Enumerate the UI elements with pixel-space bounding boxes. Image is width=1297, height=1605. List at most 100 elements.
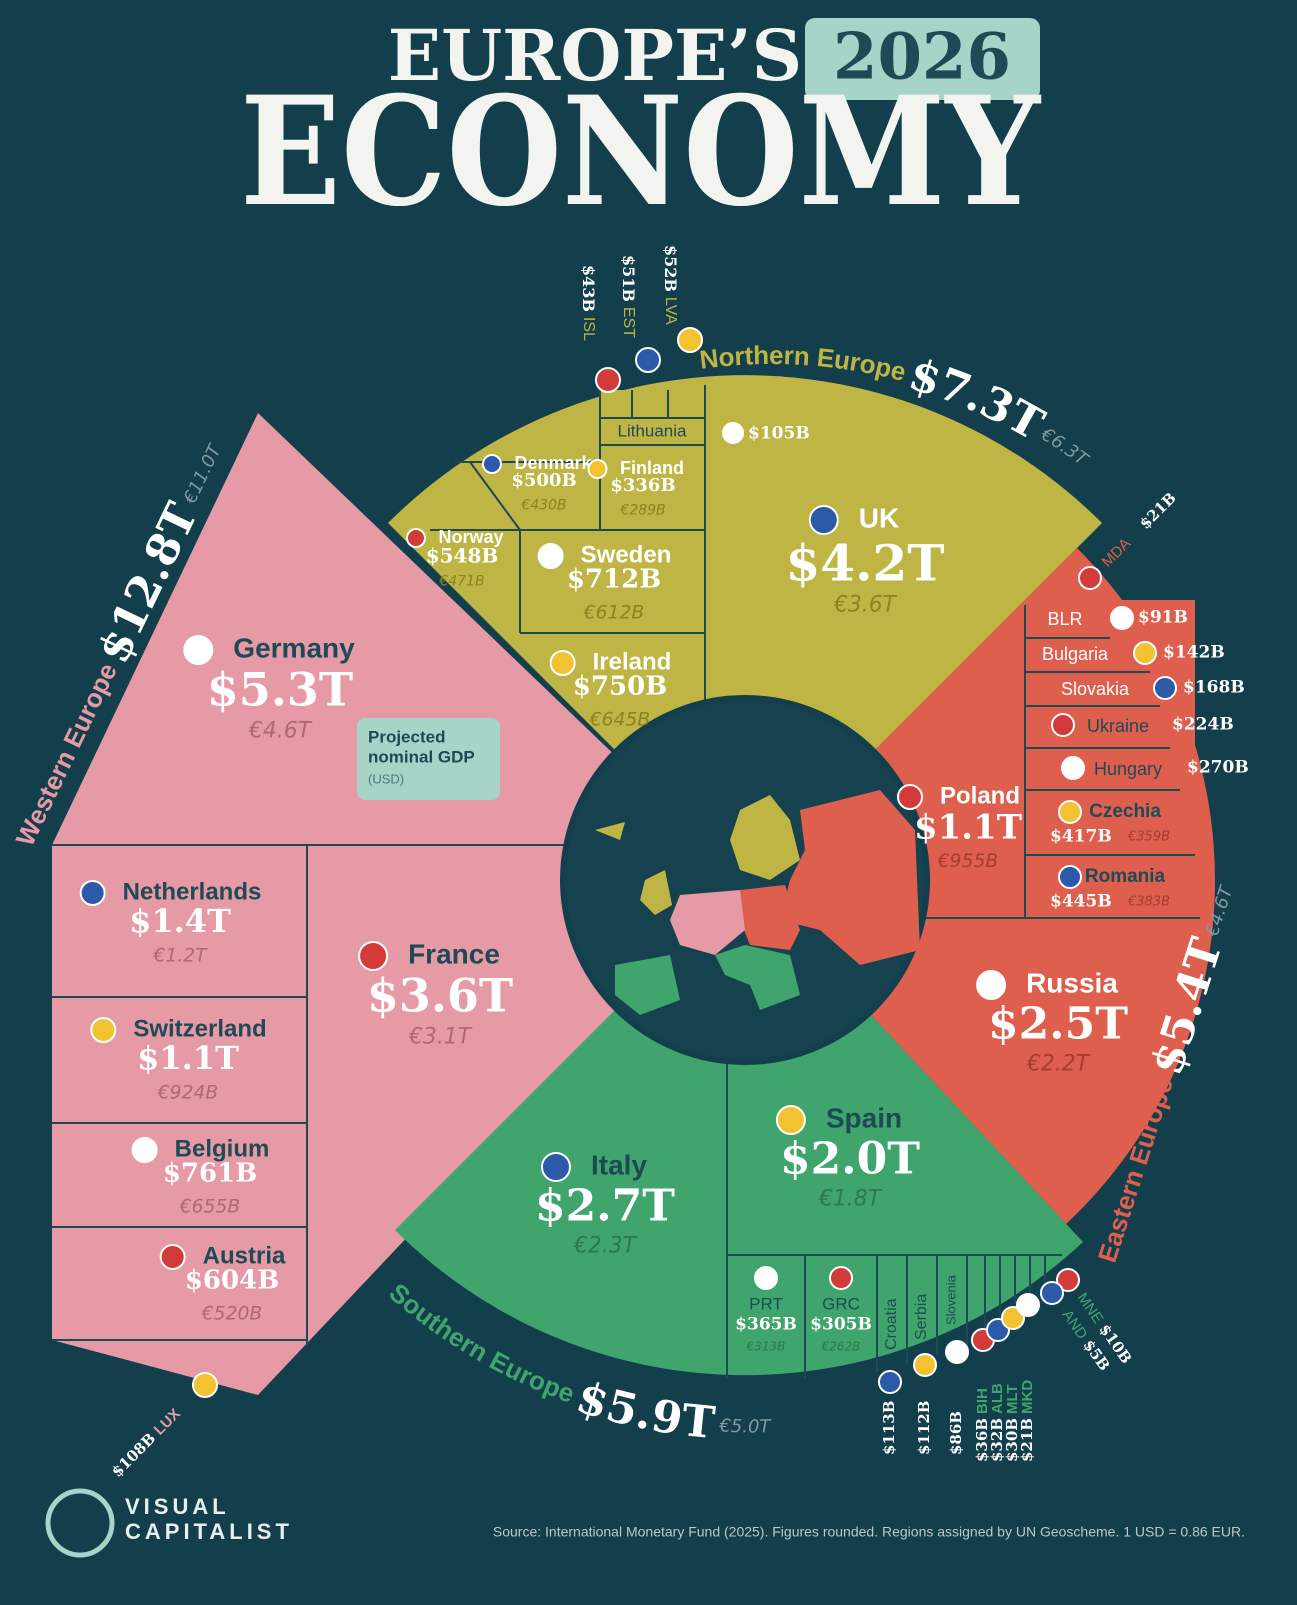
small-usd: $30B: [1003, 1418, 1021, 1462]
flag: [913, 1353, 937, 1377]
country-eur: €471B: [438, 573, 484, 589]
country-name: Ukraine: [1087, 716, 1149, 736]
country-name: Denmark: [514, 453, 592, 473]
country-name: Austria: [203, 1242, 286, 1269]
country-name: Croatia: [883, 1298, 900, 1350]
brand-logo: [45, 1488, 115, 1558]
country-name: Finland: [620, 458, 684, 478]
country-usd: $3.6T: [367, 969, 513, 1023]
country-usd: $305B: [810, 1315, 872, 1335]
country-usd: $224B: [1172, 715, 1234, 735]
flag: [183, 635, 214, 665]
small-usd: $21B: [1018, 1418, 1036, 1462]
cell-borders: [52, 385, 1200, 1378]
flag: [192, 1372, 218, 1398]
flag: [722, 422, 744, 444]
country-name: Romania: [1085, 866, 1166, 887]
country-name: PRT: [749, 1294, 783, 1313]
southern-region: [395, 880, 1083, 1376]
country-eur: €655B: [179, 1197, 240, 1218]
flag: [358, 941, 389, 971]
flag: [677, 327, 703, 353]
small-label: $51B EST: [620, 255, 639, 338]
country-name: Italy: [591, 1149, 647, 1180]
flag: [1040, 1281, 1064, 1305]
country-usd: $750B: [573, 672, 667, 702]
country-name: Hungary: [1094, 759, 1162, 779]
flag: [896, 784, 923, 810]
title-line2: ECONOMY: [240, 64, 1042, 240]
country-eur: €359B: [1127, 830, 1170, 845]
country-usd: $1.1T: [137, 1039, 239, 1077]
flag: [79, 880, 106, 906]
country-usd: $2.5T: [988, 998, 1128, 1049]
country-eur: €2.3T: [573, 1234, 638, 1259]
flag: [775, 1105, 806, 1135]
country-usd: $500B: [511, 470, 576, 491]
small-code: ALB: [989, 1383, 1006, 1414]
country-eur: €3.6T: [833, 592, 898, 617]
country-name: Poland: [940, 782, 1020, 809]
region-eur: €5.0T: [718, 1415, 773, 1437]
country-name: UK: [859, 502, 899, 533]
flag: [945, 1340, 969, 1364]
country-usd: $712B: [567, 565, 661, 595]
small-usd: $51B: [620, 255, 639, 302]
country-name: Lithuania: [617, 421, 687, 440]
country-eur: €4.6T: [248, 719, 313, 744]
small-usd: $113B: [880, 1401, 898, 1455]
country-usd: $270B: [1187, 758, 1249, 778]
flag: [808, 505, 839, 535]
country-eur: €289B: [619, 502, 665, 518]
small-label: $21B MKD: [1018, 1380, 1036, 1462]
flag: [1153, 676, 1177, 700]
country-name: Switzerland: [133, 1015, 266, 1042]
map-central-east: [740, 885, 800, 950]
country-usd: $445B: [1050, 892, 1112, 912]
small-code: LVA: [662, 297, 679, 325]
flag: [540, 1152, 571, 1182]
flag: [1110, 606, 1134, 630]
note-box: [357, 718, 500, 800]
northern-region-top: [600, 390, 705, 530]
globe-map: [595, 790, 920, 1015]
country-eur: €645B: [589, 710, 650, 731]
small-code: BIH: [974, 1388, 991, 1414]
country-name: Germany: [233, 632, 355, 663]
country-usd: $365B: [735, 1315, 797, 1335]
small-label: $86B: [947, 1411, 965, 1455]
flag: [1078, 566, 1102, 590]
flag: [549, 650, 576, 676]
flag: [829, 1266, 853, 1290]
small-label: $113B: [880, 1401, 898, 1455]
map-north: [730, 795, 800, 880]
country-usd: $5.3T: [207, 663, 353, 717]
small-usd: $112B: [915, 1401, 933, 1455]
country-usd: $417B: [1050, 827, 1112, 847]
country-name: Slovakia: [1061, 679, 1130, 699]
country-usd: $1.1T: [914, 807, 1022, 847]
country-usd: $2.7T: [535, 1180, 675, 1231]
western-region: [52, 413, 745, 1395]
flag: [1058, 865, 1082, 889]
flag: [754, 1266, 778, 1290]
country-eur: €612B: [583, 603, 644, 624]
country-name: Norway: [438, 527, 503, 547]
country-usd: $1.4T: [129, 902, 231, 940]
country-name: Czechia: [1089, 801, 1161, 822]
note-unit: (USD): [368, 771, 404, 786]
map-iceland: [595, 822, 625, 840]
note-line1: Projected: [368, 727, 445, 746]
note-line2: nominal GDP: [368, 747, 475, 766]
small-label: $32B ALB: [988, 1383, 1006, 1462]
country-eur: €3.1T: [408, 1025, 473, 1050]
small-code: EST: [620, 307, 637, 338]
year-badge: [805, 18, 1040, 100]
small-code: ISL: [580, 317, 597, 341]
small-code: MLT: [1004, 1384, 1021, 1414]
country-usd: $4.2T: [786, 534, 945, 593]
small-usd: $86B: [947, 1411, 965, 1455]
country-eur: €955B: [937, 851, 998, 872]
country-usd: $548B: [426, 544, 499, 568]
